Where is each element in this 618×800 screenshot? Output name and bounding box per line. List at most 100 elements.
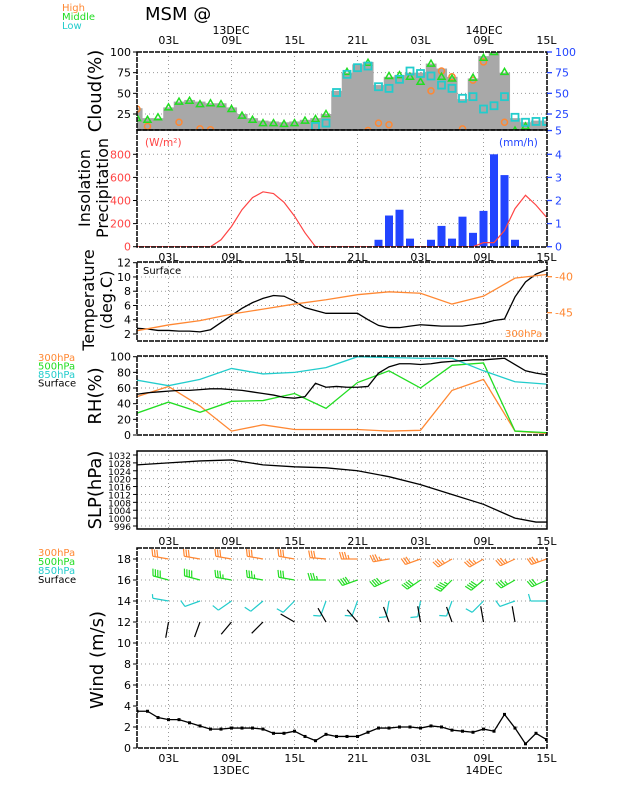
barb-feather	[248, 549, 251, 557]
barb-feather	[376, 577, 382, 584]
low-cloud-point	[479, 104, 488, 114]
barb-feather	[410, 616, 418, 619]
wind-speed-point	[303, 734, 307, 738]
y-axis-title: RH(%)	[85, 367, 106, 424]
high-cloud-point	[385, 120, 393, 129]
y-tick-label: 80	[117, 366, 131, 379]
barb-feather	[338, 551, 343, 560]
low-cloud-point	[521, 117, 530, 127]
barb-shaft	[531, 558, 547, 566]
barb-feather	[182, 548, 185, 557]
y-tick-label: 1020	[108, 476, 131, 486]
legend-850hpa: 850hPa	[38, 370, 75, 381]
wind-barb-surface	[382, 606, 390, 623]
high-cloud-point	[196, 125, 204, 130]
wind-barb-300hpa	[151, 548, 169, 560]
insolation-panel	[133, 129, 552, 248]
barb-feather	[337, 579, 343, 586]
high-cloud-point	[458, 125, 467, 130]
total-cloud-bar	[488, 52, 500, 130]
middle-cloud-point	[268, 118, 279, 127]
y-tick-label: 10	[117, 637, 131, 650]
low-cloud-point	[500, 92, 509, 102]
barb-feather	[250, 570, 253, 579]
middle-cloud-point	[142, 114, 153, 124]
barb-feather	[400, 558, 406, 565]
wind-speed-point	[335, 734, 338, 738]
y-tick-label: 1000	[108, 515, 131, 525]
precipitation-bar	[469, 232, 477, 247]
wind-barb-surface	[165, 621, 170, 638]
wind-barb-300hpa	[495, 557, 516, 567]
barb-half-feather	[441, 559, 446, 564]
barb-feather	[312, 572, 316, 581]
total-cloud-bar	[352, 64, 364, 130]
y-tick-label: 2	[124, 721, 131, 734]
barb-half-feather	[504, 559, 508, 563]
y-axis-title-insolation: Insolation	[75, 149, 94, 227]
barb-feather	[371, 579, 378, 587]
y-tick-label: 10	[117, 271, 131, 284]
precipitation-bar	[500, 175, 509, 247]
wind-barb-500hpa	[401, 579, 421, 590]
low-cloud-point	[405, 66, 415, 76]
temperature-plot-area	[137, 262, 547, 341]
wind-barb-850hpa	[244, 600, 264, 612]
total-cloud-bar	[341, 72, 353, 130]
middle-cloud-point	[468, 72, 478, 81]
wind-barb-surface	[280, 613, 295, 623]
cloud-plot-area	[137, 52, 547, 130]
barb-feather	[245, 548, 248, 557]
barb-feather	[436, 559, 443, 565]
y-tick-label: 25	[117, 108, 131, 121]
barb-shaft	[351, 600, 359, 617]
wind-frame	[136, 547, 548, 749]
barb-shaft	[152, 597, 169, 602]
y-right-tick-label: 1	[555, 218, 562, 231]
barb-half-feather	[315, 575, 319, 581]
total-cloud-bar	[310, 118, 322, 130]
total-cloud-bar	[247, 118, 259, 130]
barb-shaft	[278, 555, 295, 560]
total-cloud-bar	[362, 61, 374, 130]
legend-surface: Surface	[38, 575, 76, 586]
total-cloud-bar	[404, 72, 416, 130]
low-cloud-point	[468, 92, 478, 102]
barb-feather	[434, 560, 441, 567]
barb-feather	[434, 587, 441, 592]
barb-feather	[185, 549, 188, 557]
middle-cloud-point	[289, 118, 300, 127]
rh-line-850hpa	[137, 356, 547, 387]
barb-feather	[282, 549, 285, 558]
high-cloud-point	[427, 87, 435, 95]
wind-speed-point	[398, 725, 401, 729]
wind-barb-850hpa	[465, 600, 484, 613]
high-cloud-point	[364, 126, 372, 130]
precipitation-bar	[427, 239, 435, 247]
y-tick-label: 18	[117, 553, 131, 566]
barb-shaft	[407, 579, 421, 590]
rh-frame	[136, 355, 548, 436]
precipitation-bar	[406, 238, 414, 247]
time-tick-label-top: 03L	[410, 34, 431, 47]
barb-feather	[403, 557, 409, 564]
low-cloud-point	[416, 69, 425, 78]
barb-feather	[308, 550, 311, 558]
wind-barb-surface	[445, 606, 453, 623]
y-right-tick-label: -45	[555, 307, 573, 320]
time-tick-label-slp: 21L	[347, 535, 368, 548]
time-tick-label-insolation: 09L	[473, 251, 494, 264]
time-tick-label-insolation: 15L	[536, 251, 557, 264]
barb-feather	[468, 559, 475, 565]
barb-shaft	[373, 558, 390, 563]
low-cloud-point	[332, 88, 341, 97]
total-cloud-bar	[215, 103, 227, 130]
barb-shaft	[280, 613, 295, 623]
barb-feather	[529, 579, 535, 587]
barb-feather	[277, 569, 280, 578]
legend-300hpa: 300hPa	[505, 329, 542, 340]
surface-temperature-line	[137, 269, 547, 333]
middle-cloud-point	[405, 71, 415, 81]
middle-cloud-point	[310, 113, 321, 123]
legend-surface: Surface	[38, 379, 76, 390]
